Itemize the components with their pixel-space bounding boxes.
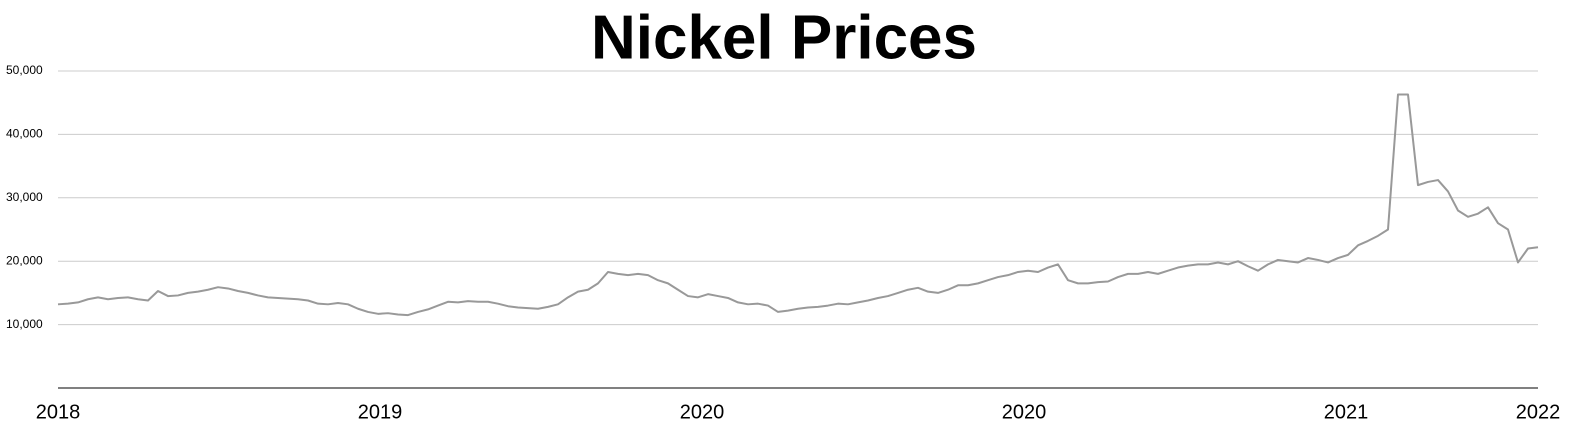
- x-tick-label: 2018: [36, 401, 81, 423]
- x-tick-label: 2021: [1324, 401, 1369, 423]
- y-tick-label: 30,000: [6, 190, 43, 204]
- y-tick-label: 40,000: [6, 127, 43, 141]
- y-tick-label: 10,000: [6, 317, 43, 331]
- x-tick-label: 2022: [1516, 401, 1561, 423]
- y-tick-label: 50,000: [6, 63, 43, 77]
- y-tick-label: 20,000: [6, 253, 43, 267]
- chart-title: Nickel Prices: [591, 3, 977, 72]
- x-tick-label: 2019: [358, 401, 403, 423]
- x-tick-label: 2020: [680, 401, 725, 423]
- line-series: [57, 93, 1539, 317]
- x-tick-label: 2020: [1002, 401, 1047, 423]
